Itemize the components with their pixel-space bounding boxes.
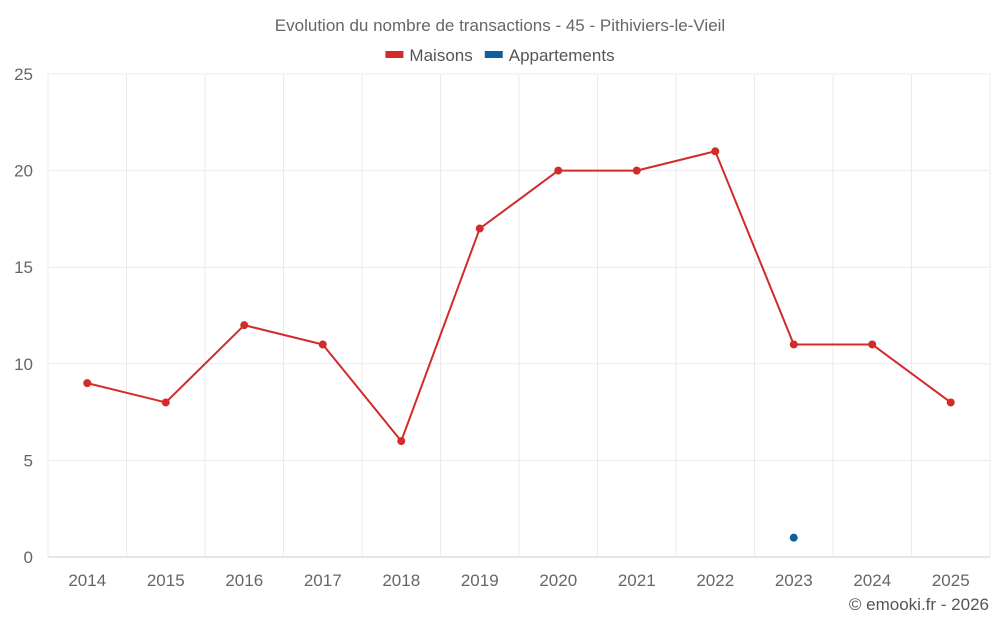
series-group — [83, 147, 955, 542]
data-point-maisons — [868, 340, 877, 349]
x-tick-label: 2022 — [696, 571, 734, 590]
data-point-maisons — [83, 379, 92, 388]
y-tick-label: 10 — [14, 355, 33, 374]
series-line-maisons — [87, 150, 952, 443]
x-tick-label: 2023 — [775, 571, 813, 590]
data-point-maisons — [475, 224, 484, 233]
x-tick-label: 2017 — [304, 571, 342, 590]
y-tick-label: 25 — [14, 65, 33, 84]
y-tick-label: 15 — [14, 258, 33, 277]
data-point-maisons — [632, 166, 641, 175]
data-point-appartements — [789, 533, 798, 542]
legend-swatch-maisons — [385, 51, 404, 58]
data-point-maisons — [554, 166, 563, 175]
x-tick-label: 2014 — [68, 571, 106, 590]
x-tick-label: 2020 — [539, 571, 577, 590]
x-tick-label: 2018 — [382, 571, 420, 590]
data-point-maisons — [711, 147, 720, 156]
data-point-maisons — [161, 398, 170, 407]
data-point-maisons — [946, 398, 955, 407]
x-tick-label: 2025 — [932, 571, 970, 590]
data-point-maisons — [240, 321, 249, 330]
legend-label-maisons: Maisons — [409, 46, 472, 65]
y-tick-label: 0 — [24, 548, 33, 567]
y-tick-label: 20 — [14, 162, 33, 181]
x-tick-label: 2016 — [225, 571, 263, 590]
x-axis: 2014 2015 2016 2017 2018 2019 2020 2021 2022 2023… — [68, 571, 969, 590]
grid — [47, 73, 991, 558]
data-point-maisons — [318, 340, 327, 349]
data-point-maisons — [397, 437, 406, 446]
credit-text: © emooki.fr - 2026 — [849, 595, 989, 614]
x-tick-label: 2019 — [461, 571, 499, 590]
legend-swatch-appartements — [484, 51, 503, 58]
chart-title: Evolution du nombre de transactions - 45… — [275, 16, 725, 35]
x-tick-label: 2015 — [147, 571, 185, 590]
legend: Maisons Appartements — [385, 46, 615, 65]
data-point-maisons — [789, 340, 798, 349]
legend-label-appartements: Appartements — [509, 46, 615, 65]
y-axis: 0 5 10 15 20 25 — [14, 65, 33, 567]
y-tick-label: 5 — [24, 451, 33, 470]
x-tick-label: 2024 — [853, 571, 891, 590]
x-tick-label: 2021 — [618, 571, 656, 590]
